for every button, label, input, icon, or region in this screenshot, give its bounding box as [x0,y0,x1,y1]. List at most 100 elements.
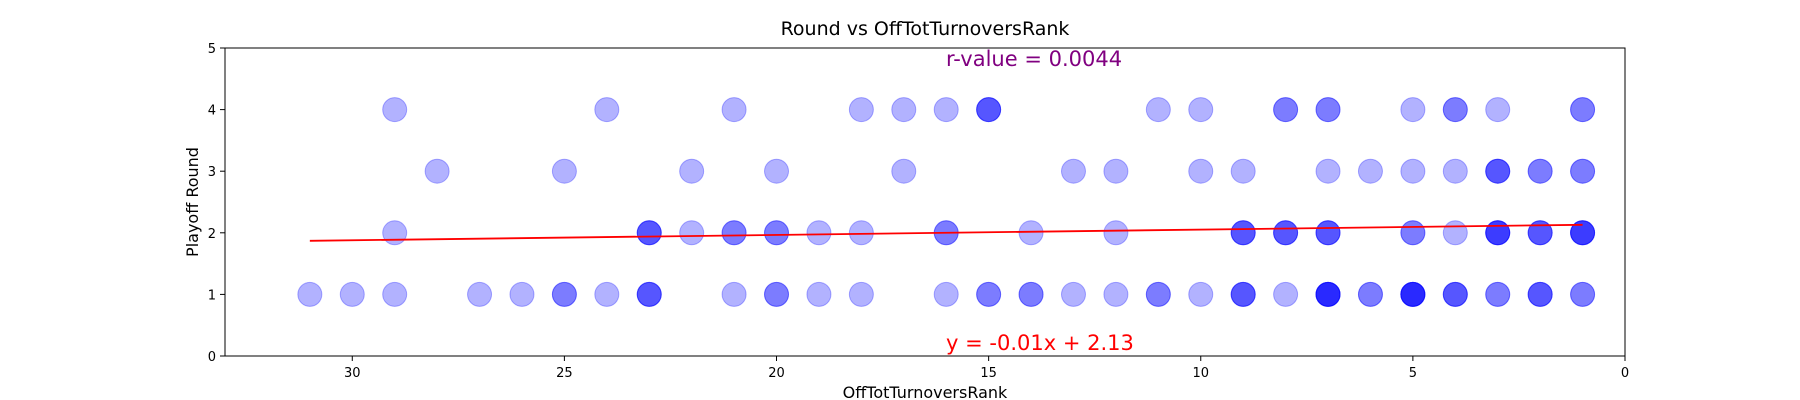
data-point [1527,220,1553,246]
data-point [594,281,620,307]
data-point [1230,281,1256,307]
y-tick-label: 0 [208,350,216,365]
data-point [1273,220,1299,246]
data-point [1570,220,1596,246]
data-point [764,281,790,307]
plot-frame [224,47,1626,357]
data-point [1527,220,1553,246]
data-point [1442,220,1468,246]
x-axis-label: OffTotTurnoversRank [843,383,1008,400]
data-point [1103,158,1129,184]
data-point [1315,158,1341,184]
data-point [382,97,408,123]
data-point [679,158,705,184]
data-point [1570,281,1596,307]
data-point [1527,281,1553,307]
data-point [1442,281,1468,307]
data-point [1485,158,1511,184]
data-point [1357,281,1383,307]
data-point [636,281,662,307]
data-point [1103,281,1129,307]
data-point [1060,158,1086,184]
data-point [1400,220,1426,246]
data-point [1273,281,1299,307]
data-point [976,97,1002,123]
data-point [1485,281,1511,307]
data-point [1485,158,1511,184]
data-point [1145,281,1171,307]
data-point [1527,281,1553,307]
y-tick-label: 2 [208,227,216,242]
data-point [636,281,662,307]
data-point [1230,158,1256,184]
data-point [1145,97,1171,123]
y-tick-label: 5 [208,42,216,57]
x-axis: 30 25 20 15 10 5 0 [344,356,1629,381]
data-point [1230,281,1256,307]
data-point [1527,158,1553,184]
data-point [764,158,790,184]
data-point [509,281,535,307]
data-point [721,281,747,307]
data-point [551,281,577,307]
data-point [1485,97,1511,123]
data-point [1273,220,1299,246]
data-point [339,281,365,307]
data-point [976,281,1002,307]
data-point [1442,158,1468,184]
data-point [1570,97,1596,123]
x-tick-label: 30 [344,366,361,381]
data-point [1315,281,1341,307]
data-point [1400,281,1426,307]
data-point [551,281,577,307]
data-point [551,158,577,184]
data-point [976,97,1002,123]
data-point [679,220,705,246]
data-point [848,281,874,307]
data-point [297,281,323,307]
data-point [721,220,747,246]
data-point [636,281,662,307]
data-point [1188,158,1214,184]
data-point [1315,281,1341,307]
data-point [1400,281,1426,307]
data-point [1230,220,1256,246]
regression-equation-annotation: y = -0.01x + 2.13 [946,331,1134,355]
data-point [764,220,790,246]
data-point [382,220,408,246]
data-point [1315,220,1341,246]
y-tick-label: 4 [208,104,216,119]
data-point [1485,281,1511,307]
data-point [1315,281,1341,307]
data-point [1527,158,1553,184]
data-point [1273,220,1299,246]
data-point [933,97,959,123]
chart-title: Round vs OffTotTurnoversRank [781,18,1070,40]
data-point [1400,281,1426,307]
x-tick-label: 5 [1409,366,1417,381]
x-tick-label: 15 [980,366,997,381]
data-point [1400,281,1426,307]
data-point [1018,281,1044,307]
data-point [1400,97,1426,123]
data-point [1442,281,1468,307]
data-point [1570,220,1596,246]
data-point [721,97,747,123]
data-point [1357,158,1383,184]
data-point [1018,220,1044,246]
data-point [1315,220,1341,246]
x-tick-label: 20 [768,366,785,381]
data-point [1570,281,1596,307]
data-point [636,220,662,246]
data-point [1527,281,1553,307]
points-layer [297,97,1596,307]
data-point [1357,281,1383,307]
data-point [1315,97,1341,123]
data-point [1273,97,1299,123]
data-point [1485,158,1511,184]
data-point [1315,281,1341,307]
y-axis-label: Playoff Round [183,147,202,257]
data-point [467,281,493,307]
data-point [1570,158,1596,184]
